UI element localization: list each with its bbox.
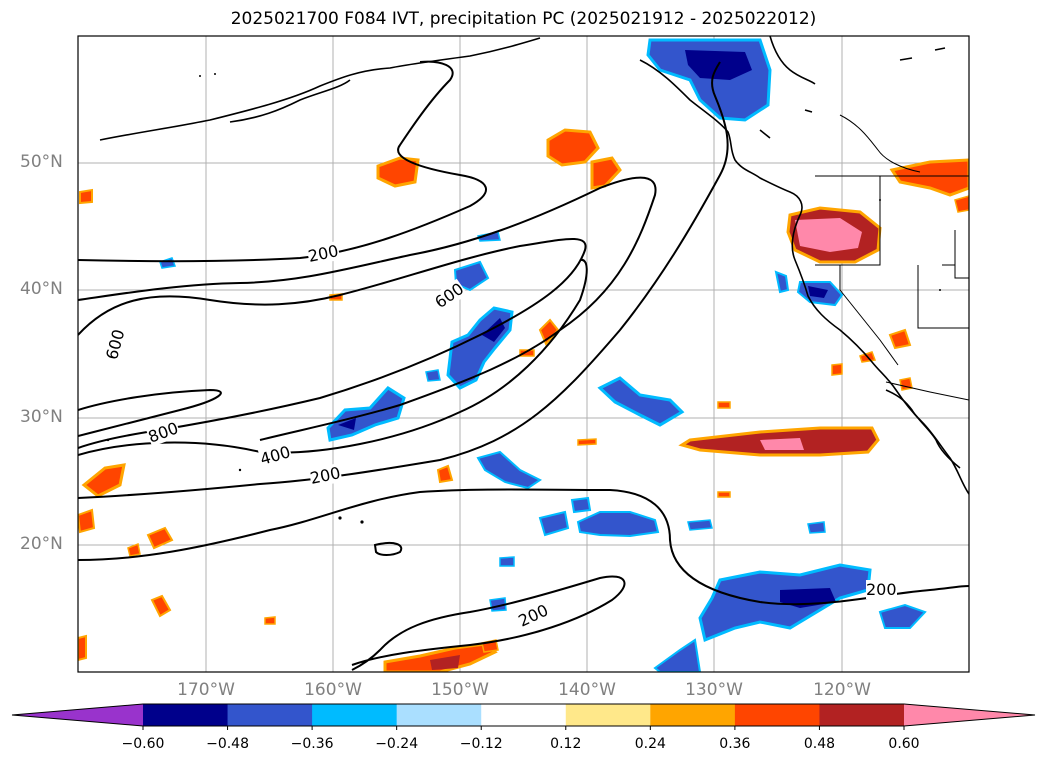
colorbar-tick-label: 0.12 [550, 736, 582, 752]
lat-label-30n: 30°N [20, 407, 63, 427]
colorbar-tick-label: −0.24 [375, 736, 419, 752]
colorbar-segment [565, 704, 651, 726]
islands [106, 73, 941, 524]
lon-label-140w: 140°W [558, 680, 616, 700]
colorbar-segment [481, 704, 567, 726]
lon-label-160w: 160°W [304, 680, 362, 700]
colorbar-tick-label: 0.60 [888, 736, 920, 752]
colorbar-tick-label: 0.24 [634, 736, 666, 752]
lon-label-170w: 170°W [177, 680, 235, 700]
colorbar-tick-label: −0.36 [290, 736, 334, 752]
lon-label-150w: 150°W [431, 680, 489, 700]
lat-label-50n: 50°N [20, 152, 63, 172]
colorbar-extend-right [904, 704, 1035, 726]
ivt-contours [78, 60, 969, 671]
colorbar-segment [396, 704, 482, 726]
colorbar-segment [819, 704, 905, 726]
colorbar-extend-left [12, 704, 143, 726]
colorbar-tick-label: −0.48 [206, 736, 249, 752]
colorbar-segment [227, 704, 313, 726]
positive-precip-areas [78, 128, 969, 672]
colorbar-tick-label: −0.60 [121, 736, 165, 752]
plot-frame [77, 35, 970, 673]
lon-label-130w: 130°W [685, 680, 743, 700]
colorbar-tick-label: 0.36 [719, 736, 751, 752]
colorbar-segment [650, 704, 736, 726]
colorbar-tick-label: −0.12 [459, 736, 503, 752]
colorbar-tick-label: 0.48 [803, 736, 836, 752]
coastline [99, 36, 969, 495]
colorbar-segment [312, 704, 398, 726]
lon-label-120w: 120°W [813, 680, 871, 700]
borders [815, 114, 969, 401]
lat-label-20n: 20°N [20, 534, 63, 554]
map-title: 2025021700 F084 IVT, precipitation PC (2… [230, 9, 817, 29]
colorbar [11, 703, 1036, 730]
colorbar-segment [143, 704, 229, 726]
lat-label-40n: 40°N [20, 279, 63, 299]
contour-label: 200 [866, 580, 897, 599]
colorbar-segment [734, 704, 820, 726]
